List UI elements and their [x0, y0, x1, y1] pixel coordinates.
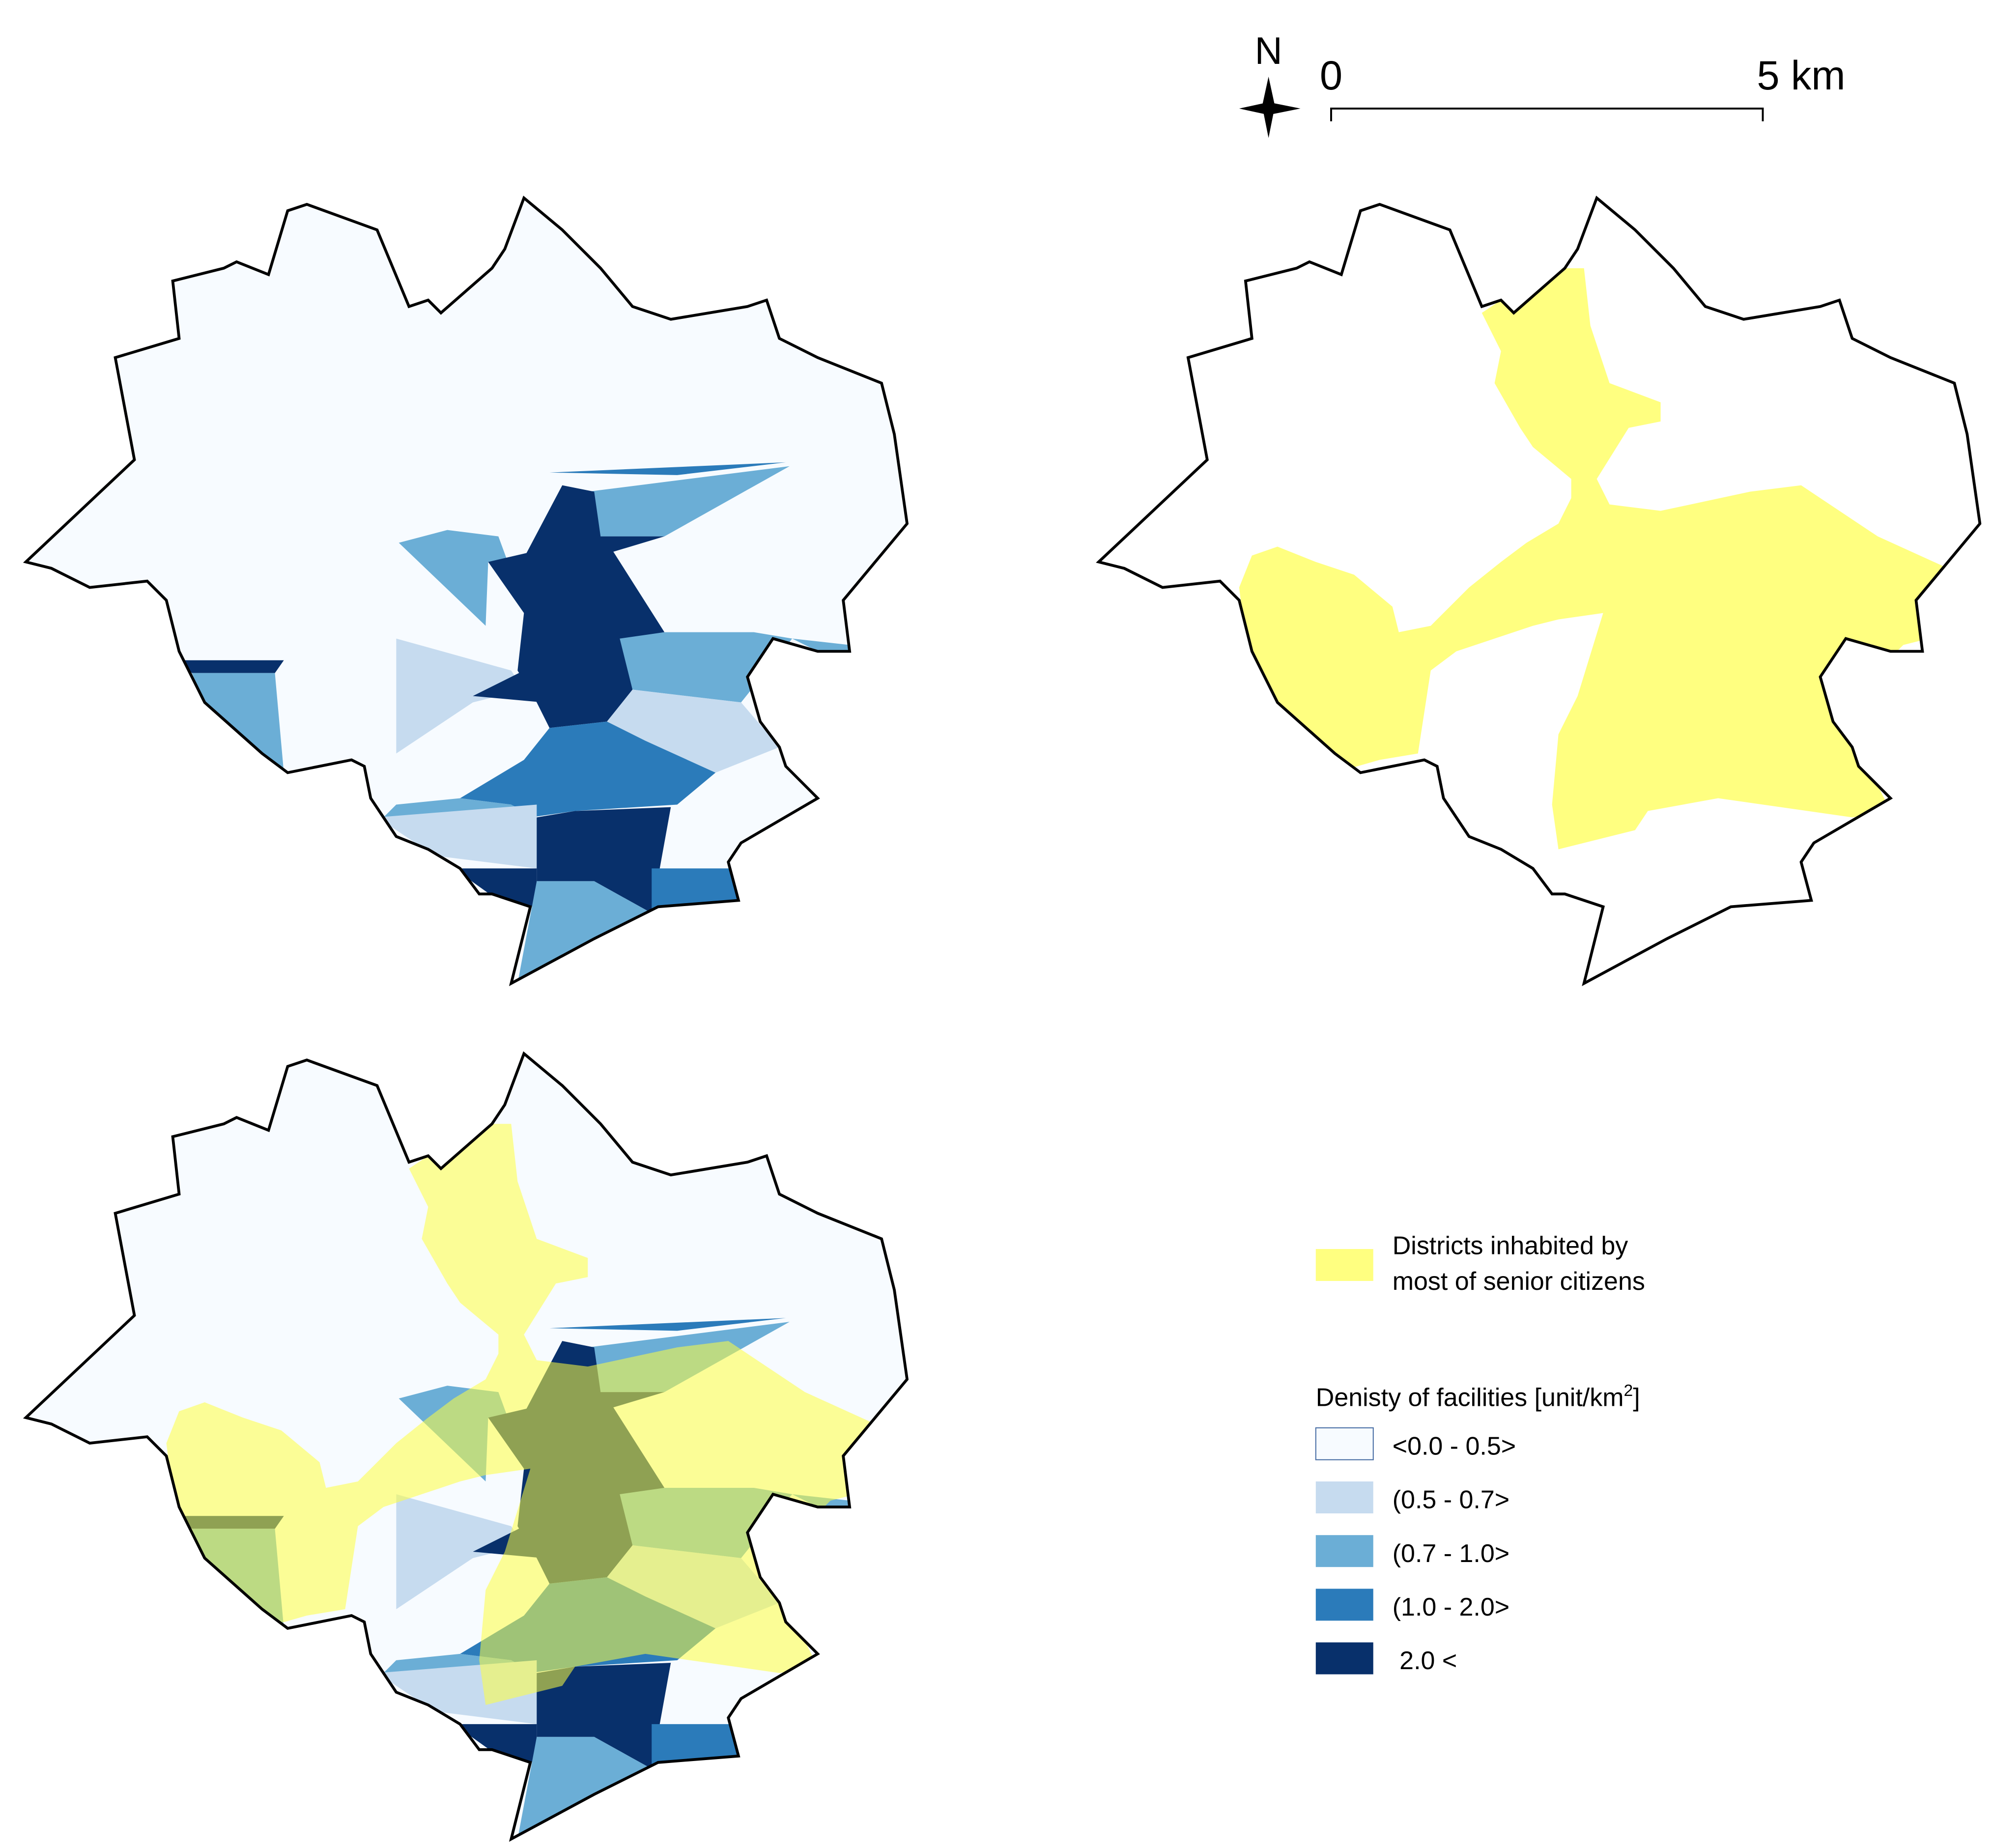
- legend-class-swatch: [1315, 1427, 1374, 1460]
- scale-start-label: 0: [1320, 53, 1342, 98]
- north-label: N: [1254, 29, 1282, 72]
- legend-senior-label-1: Districts inhabited by: [1393, 1231, 1628, 1260]
- map-overlay: [0, 1034, 920, 1848]
- scale-bar: 0 5 km: [1320, 53, 1846, 121]
- legend-class-label: <0.0 - 0.5>: [1393, 1432, 1516, 1460]
- north-arrow: N: [1239, 29, 1301, 138]
- legend-class-label: 2.0 <: [1393, 1647, 1457, 1675]
- legend-class-swatch: [1315, 1535, 1373, 1567]
- legend-class-label: (0.5 - 0.7>: [1393, 1486, 1509, 1514]
- legend-class: 2.0 <: [1315, 1642, 1457, 1675]
- map-density: [0, 179, 920, 996]
- legend-senior-label-2: most of senior citizens: [1393, 1267, 1645, 1296]
- legend-class-swatch: [1315, 1589, 1373, 1621]
- map-senior-districts: [1099, 198, 1980, 983]
- legend-density-title: Denisty of facilities [unit/km2]: [1316, 1381, 1640, 1412]
- legend-class: <0.0 - 0.5>: [1315, 1427, 1516, 1460]
- legend-class-label: (1.0 - 2.0>: [1393, 1593, 1509, 1621]
- legend-class: (0.7 - 1.0>: [1315, 1535, 1509, 1568]
- legend-senior-swatch: [1315, 1249, 1373, 1281]
- legend-class-label: (0.7 - 1.0>: [1393, 1539, 1509, 1568]
- legend-class: (0.5 - 0.7>: [1315, 1481, 1509, 1514]
- scale-end-label: 5 km: [1757, 53, 1845, 98]
- legend-class-swatch: [1315, 1481, 1373, 1514]
- legend: Districts inhabited by most of senior ci…: [1315, 1231, 1645, 1675]
- legend-class-swatch: [1315, 1642, 1373, 1675]
- legend-class: (1.0 - 2.0>: [1315, 1589, 1509, 1621]
